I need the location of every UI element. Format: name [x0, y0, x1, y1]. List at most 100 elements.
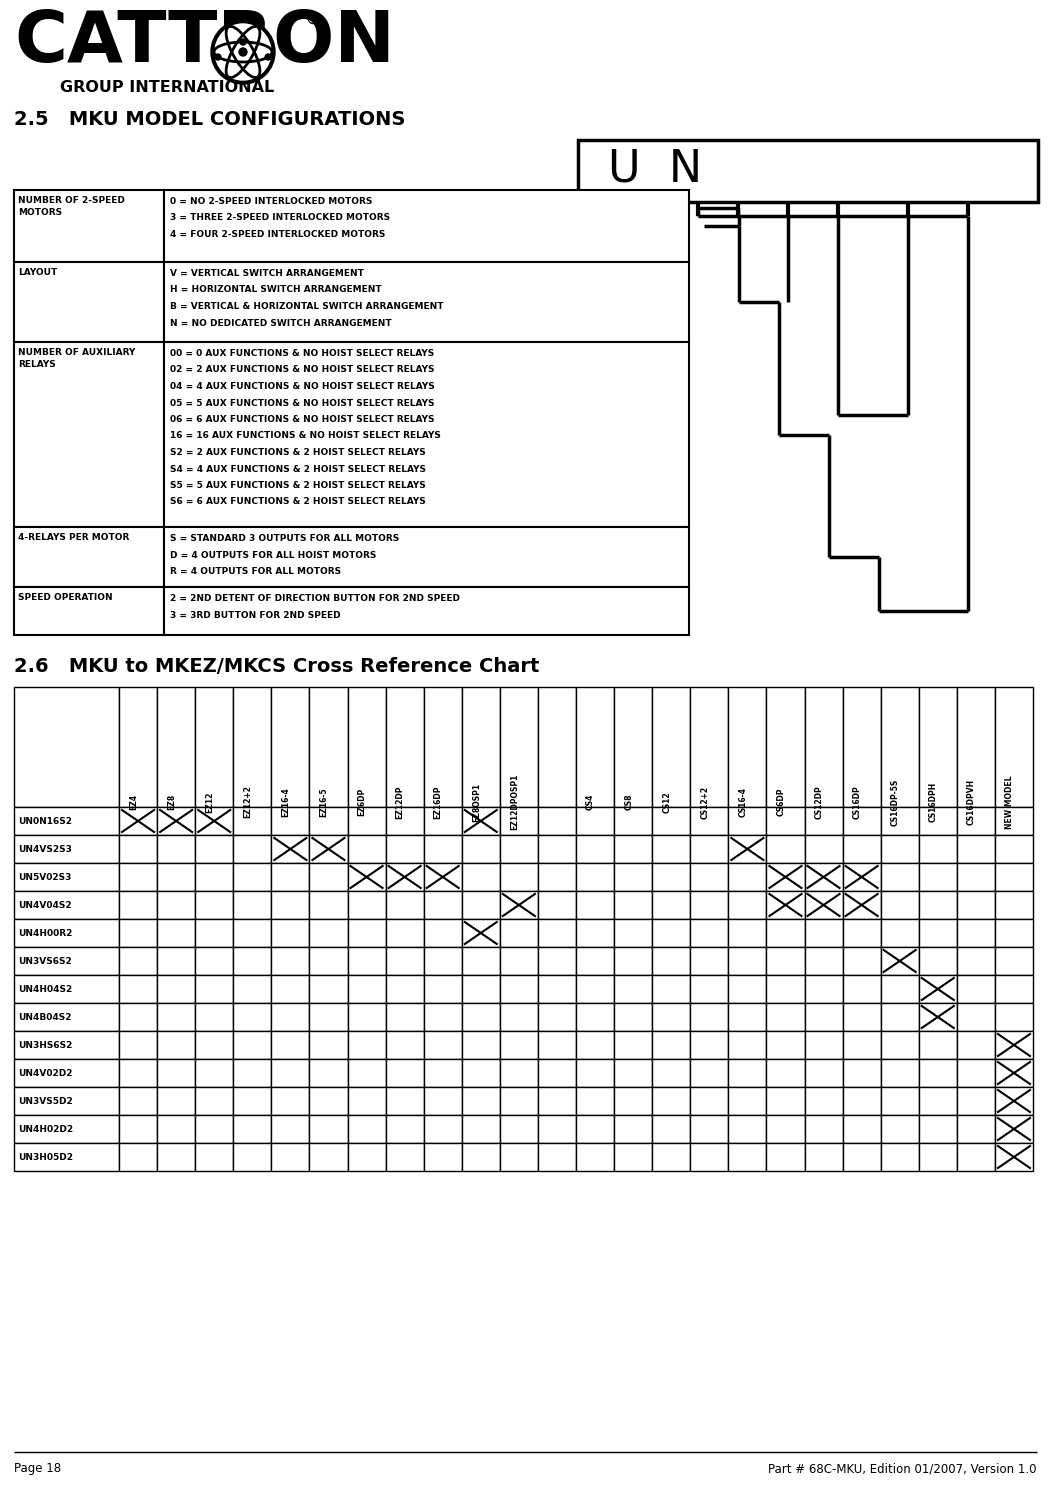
Bar: [881, 975, 919, 1004]
Text: 3 = THREE 2-SPEED INTERLOCKED MOTORS: 3 = THREE 2-SPEED INTERLOCKED MOTORS: [170, 214, 390, 223]
Bar: [804, 919, 843, 947]
Bar: [233, 1030, 271, 1059]
Bar: [271, 1004, 309, 1030]
Bar: [14, 891, 119, 919]
Bar: [348, 807, 386, 836]
Text: EZ12: EZ12: [205, 791, 214, 813]
Bar: [956, 891, 995, 919]
Bar: [538, 1144, 576, 1170]
Bar: [576, 891, 614, 919]
Bar: [956, 836, 995, 862]
Text: EZ8: EZ8: [167, 794, 177, 810]
Text: EZ16DP: EZ16DP: [434, 785, 442, 819]
Bar: [195, 1059, 233, 1087]
Bar: [804, 1030, 843, 1059]
Bar: [461, 947, 500, 975]
Bar: [576, 1087, 614, 1115]
Bar: [653, 947, 691, 975]
Bar: [576, 1030, 614, 1059]
Bar: [843, 1115, 881, 1144]
Bar: [766, 836, 804, 862]
Text: RELAYS: RELAYS: [18, 360, 56, 369]
Bar: [424, 1144, 461, 1170]
Bar: [309, 1030, 348, 1059]
Text: GROUP INTERNATIONAL: GROUP INTERNATIONAL: [60, 80, 274, 95]
Text: LAYOUT: LAYOUT: [18, 268, 57, 277]
Bar: [881, 891, 919, 919]
Bar: [119, 1004, 157, 1030]
Bar: [119, 975, 157, 1004]
Text: NUMBER OF 2-SPEED: NUMBER OF 2-SPEED: [18, 196, 125, 205]
Bar: [614, 1087, 653, 1115]
Bar: [119, 1087, 157, 1115]
Bar: [766, 1030, 804, 1059]
Bar: [881, 1059, 919, 1087]
Text: CS16DP: CS16DP: [852, 785, 862, 819]
Bar: [766, 687, 804, 807]
Bar: [271, 1030, 309, 1059]
Bar: [538, 1030, 576, 1059]
Text: CS4: CS4: [586, 794, 595, 810]
Bar: [14, 975, 119, 1004]
Bar: [157, 1059, 195, 1087]
Bar: [195, 1087, 233, 1115]
Bar: [386, 975, 424, 1004]
Bar: [461, 1144, 500, 1170]
Bar: [538, 1059, 576, 1087]
Circle shape: [240, 39, 246, 45]
Bar: [157, 891, 195, 919]
Bar: [386, 836, 424, 862]
Bar: [195, 919, 233, 947]
Bar: [271, 1059, 309, 1087]
Text: CATTRON: CATTRON: [14, 7, 395, 77]
Bar: [995, 919, 1033, 947]
Bar: [424, 1059, 461, 1087]
Bar: [691, 947, 728, 975]
Bar: [164, 190, 689, 262]
Bar: [881, 947, 919, 975]
Bar: [766, 807, 804, 836]
Bar: [881, 836, 919, 862]
Bar: [766, 947, 804, 975]
Text: EZ16-4: EZ16-4: [282, 787, 290, 816]
Bar: [119, 687, 157, 807]
Bar: [424, 919, 461, 947]
Circle shape: [214, 54, 221, 59]
Bar: [348, 891, 386, 919]
Text: CS16DPVH: CS16DPVH: [967, 779, 976, 825]
Text: UN4B04S2: UN4B04S2: [18, 1013, 71, 1022]
Bar: [804, 687, 843, 807]
Bar: [14, 342, 164, 526]
Bar: [424, 891, 461, 919]
Bar: [843, 687, 881, 807]
Bar: [461, 836, 500, 862]
Text: UN3VS6S2: UN3VS6S2: [18, 956, 71, 965]
Bar: [348, 1144, 386, 1170]
Bar: [119, 807, 157, 836]
Bar: [576, 862, 614, 891]
Text: UN0N16S2: UN0N16S2: [18, 816, 73, 825]
Bar: [881, 1004, 919, 1030]
Bar: [691, 687, 728, 807]
Text: Page 18: Page 18: [14, 1462, 61, 1475]
Bar: [424, 975, 461, 1004]
Bar: [691, 1059, 728, 1087]
Bar: [233, 1087, 271, 1115]
Text: 2.5   MKU MODEL CONFIGURATIONS: 2.5 MKU MODEL CONFIGURATIONS: [14, 110, 406, 129]
Bar: [538, 919, 576, 947]
Bar: [919, 1087, 956, 1115]
Bar: [461, 687, 500, 807]
Bar: [386, 1030, 424, 1059]
Bar: [995, 807, 1033, 836]
Text: CS12DP: CS12DP: [815, 785, 824, 819]
Bar: [119, 1144, 157, 1170]
Bar: [386, 919, 424, 947]
Text: MOTORS: MOTORS: [18, 208, 62, 217]
Bar: [576, 687, 614, 807]
Bar: [309, 1004, 348, 1030]
Bar: [386, 891, 424, 919]
Bar: [424, 1115, 461, 1144]
Bar: [881, 862, 919, 891]
Bar: [538, 1004, 576, 1030]
Bar: [119, 836, 157, 862]
